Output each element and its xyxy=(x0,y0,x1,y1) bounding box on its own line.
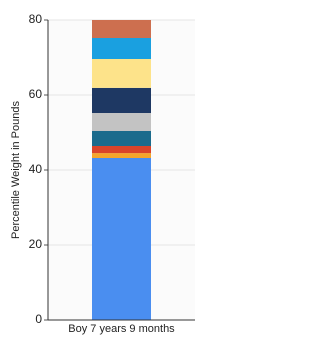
y-tick-label: 60 xyxy=(29,87,43,101)
bar-segment xyxy=(92,146,151,154)
chart: Percentile Weight in Pounds 0 20 40 60 80 Boy… xyxy=(10,12,195,335)
bar-segment xyxy=(92,153,151,158)
bar-segment xyxy=(92,87,151,113)
bar-segment xyxy=(92,131,151,146)
bar-segment xyxy=(92,158,151,320)
y-tick-label: 80 xyxy=(29,12,43,26)
bar-segment xyxy=(92,20,151,38)
x-tick-label: Boy 7 years 9 months xyxy=(68,323,175,335)
bar-segment xyxy=(92,38,151,59)
y-tick-label: 40 xyxy=(29,162,43,176)
y-tick-label: 20 xyxy=(29,237,43,251)
bar-segment xyxy=(92,59,151,88)
bar-segment xyxy=(92,113,151,131)
y-tick-label: 0 xyxy=(35,312,42,326)
y-axis-title: Percentile Weight in Pounds xyxy=(10,101,22,239)
